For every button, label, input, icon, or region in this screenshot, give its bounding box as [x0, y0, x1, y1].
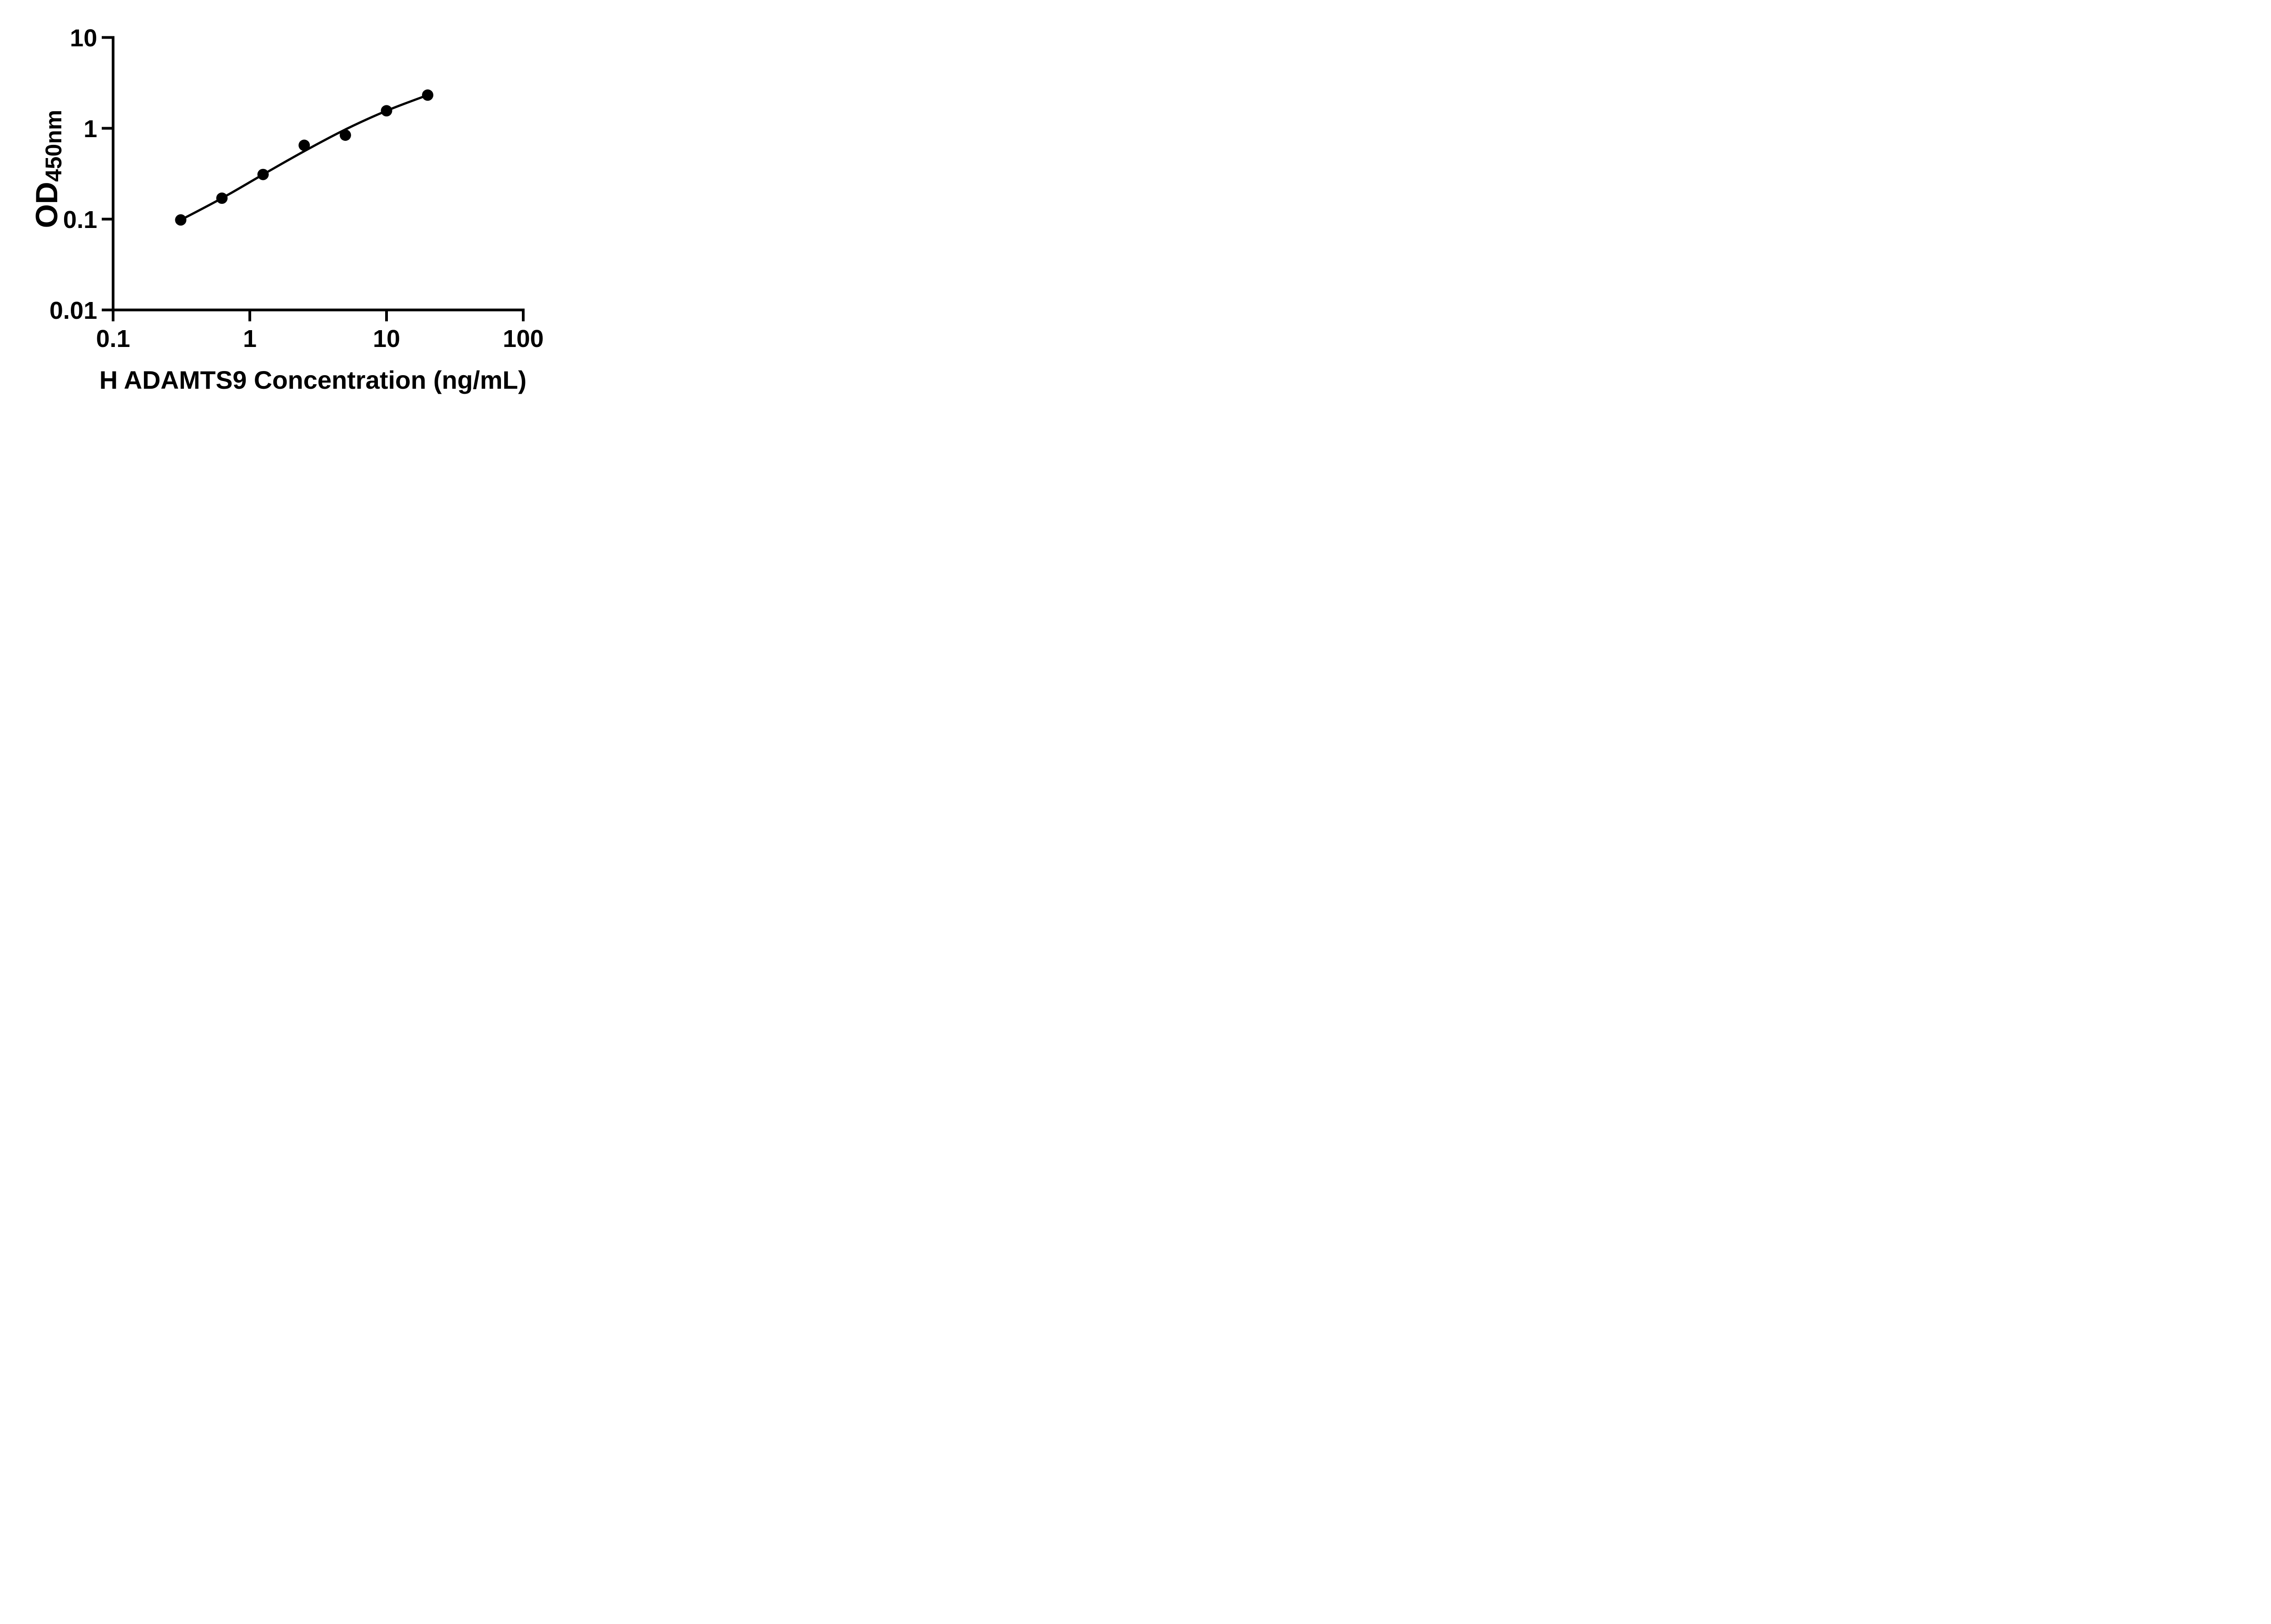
x-tick-label: 1	[243, 325, 257, 352]
y-tick-label: 10	[70, 25, 97, 52]
x-tick-label: 100	[503, 325, 544, 352]
y-axis-title-subscript: 450nm	[41, 109, 66, 182]
data-point	[175, 214, 187, 226]
x-tick-label: 10	[373, 325, 400, 352]
y-axis-title-main: OD	[30, 182, 64, 228]
data-point	[381, 105, 392, 117]
x-axis-title: H ADAMTS9 Concentration (ng/mL)	[99, 366, 527, 394]
elisa-standard-curve-figure: 0.01 0.1 1 10 0.1 1 10 100 H ADAMTS9 Concentrat…	[0, 0, 587, 406]
data-point	[257, 168, 269, 180]
x-tick-label: 0.1	[96, 325, 130, 352]
data-point	[298, 139, 310, 151]
data-point	[422, 89, 434, 101]
y-tick-label: 1	[84, 115, 97, 143]
data-point	[339, 129, 351, 141]
y-axis-title: OD450nm	[30, 109, 66, 228]
data-point	[216, 192, 228, 204]
y-tick-label: 0.1	[63, 206, 97, 233]
y-tick-label: 0.01	[50, 297, 97, 324]
